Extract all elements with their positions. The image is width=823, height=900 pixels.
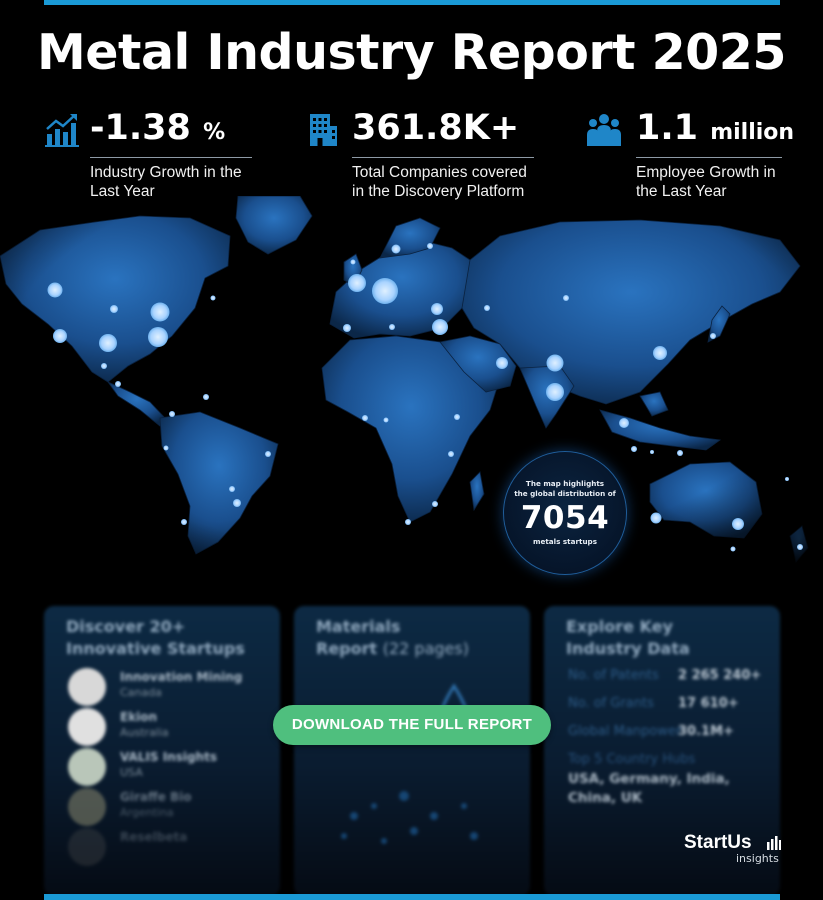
- data-row: No. of Grants 17 610+: [568, 696, 739, 711]
- people-icon: [587, 114, 621, 146]
- data-row: Global Manpower 30.1M+: [568, 724, 734, 739]
- stat-value: 361.8K+: [352, 108, 520, 148]
- badge-subcaption: metals startups: [533, 537, 597, 546]
- startup-markers: [47, 243, 803, 552]
- growth-chart-icon: [45, 114, 79, 147]
- startup-count: 7054: [520, 500, 610, 536]
- card-materials-report: Materials Report (22 pages): [294, 606, 530, 896]
- stat-description: Industry Growth in the Last Year: [90, 164, 242, 200]
- report-preview-cards: Discover 20+ Innovative Startups Innovat…: [0, 600, 823, 896]
- page-title: Metal Industry Report 2025: [37, 24, 786, 81]
- stat-value: -1.38 %: [90, 108, 226, 148]
- divider: [636, 157, 782, 158]
- bars-icon: [767, 836, 781, 850]
- report-cover-illustration: [341, 683, 478, 844]
- world-map: [0, 196, 823, 596]
- startup-logo: [68, 668, 106, 706]
- card-title: Materials Report (22 pages): [316, 617, 469, 658]
- startup-logo: [68, 748, 106, 786]
- startup-logo: [68, 828, 106, 866]
- startup-logo: [68, 708, 106, 746]
- building-icon: [310, 114, 337, 146]
- brand-logo: StartUs insights: [684, 832, 784, 865]
- top-accent-bar: [44, 0, 780, 5]
- stat-description: Total Companies covered in the Discovery …: [352, 164, 527, 200]
- card-startups: Discover 20+ Innovative Startups Innovat…: [44, 606, 280, 896]
- card-industry-data: Explore Key Industry Data No. of Patents…: [544, 606, 780, 896]
- startup-logo: [68, 788, 106, 826]
- startup-count-badge: The map highlights the global distributi…: [503, 451, 627, 575]
- hubs-list: USA, Germany, India, China, UK: [568, 771, 730, 806]
- divider: [352, 157, 534, 158]
- badge-caption: The map highlights the global distributi…: [514, 479, 616, 498]
- download-report-button[interactable]: DOWNLOAD THE FULL REPORT: [273, 705, 551, 745]
- data-row: No. of Patents 2 265 240+: [568, 668, 762, 683]
- divider: [90, 157, 252, 158]
- bottom-accent-bar: [44, 894, 780, 900]
- hubs-label: Top 5 Country Hubs: [568, 752, 696, 767]
- card-title: Explore Key Industry Data: [566, 617, 690, 658]
- stat-description: Employee Growth in the Last Year: [636, 164, 776, 200]
- card-title: Discover 20+ Innovative Startups: [66, 617, 245, 658]
- stat-value: 1.1 million: [636, 108, 795, 148]
